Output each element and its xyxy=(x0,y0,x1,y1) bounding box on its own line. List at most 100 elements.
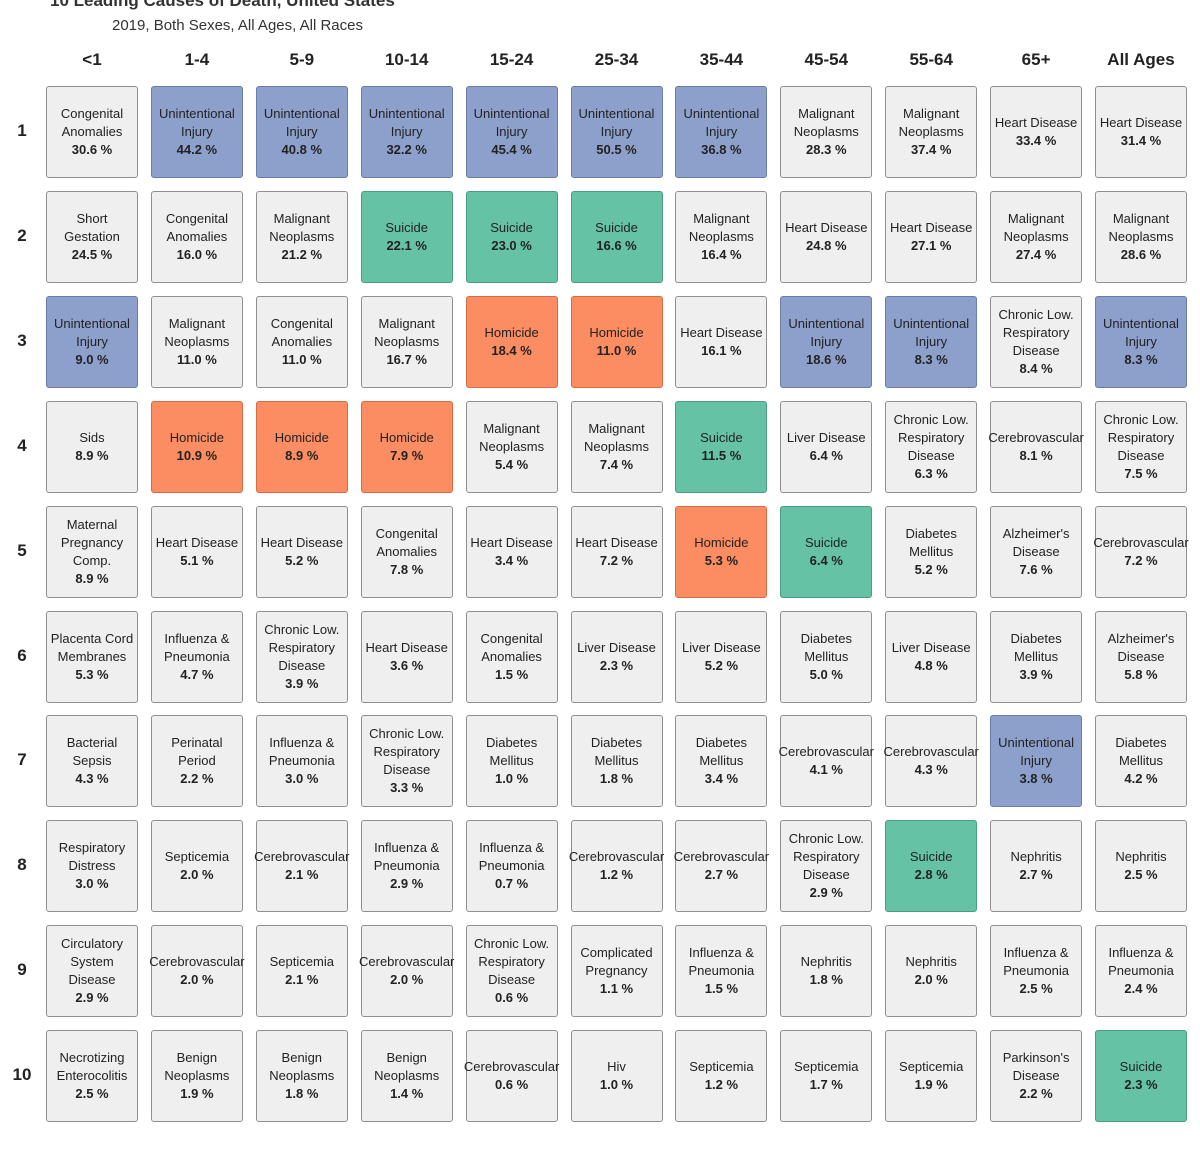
cause-percent: 1.2 % xyxy=(704,1077,739,1093)
cause-cell: Cerebrovascular 4.3 % xyxy=(884,715,979,808)
cause-cell: Alzheimer's Disease 5.8 % xyxy=(1095,610,1187,703)
cause-percent: 5.2 % xyxy=(704,657,739,673)
cause-percent: 1.1 % xyxy=(599,981,634,997)
cause-name: Malignant Neoplasms xyxy=(479,420,545,454)
cause-percent: 8.9 % xyxy=(75,570,109,586)
cause-percent: 2.0 % xyxy=(390,972,424,988)
cause-percent: 24.8 % xyxy=(806,237,847,253)
cause-cell: Heart Disease 24.8 % xyxy=(780,190,873,283)
cause-cell: Cerebrovascular 7.2 % xyxy=(1093,505,1189,598)
cause-cell: Malignant Neoplasms 7.4 % xyxy=(570,400,663,493)
cause-percent: 3.4 % xyxy=(704,771,739,787)
cause-percent: 18.6 % xyxy=(806,351,847,367)
cause-cell: Cerebrovascular 2.0 % xyxy=(149,925,245,1018)
cause-name: Malignant Neoplasms xyxy=(374,315,440,349)
cause-cell: Cerebrovascular 1.2 % xyxy=(568,820,665,913)
cause-cell: Septicemia 1.9 % xyxy=(885,1030,978,1123)
cause-percent: 1.8 % xyxy=(809,972,843,988)
cause-name: Homicide xyxy=(169,429,224,445)
cause-percent: 2.0 % xyxy=(180,972,214,988)
cause-percent: 28.6 % xyxy=(1120,246,1162,262)
cause-name: Congenital Anomalies xyxy=(375,525,438,559)
cause-cell: Septicemia 1.7 % xyxy=(780,1030,873,1123)
cause-cell: Malignant Neoplasms 5.4 % xyxy=(465,400,558,493)
cause-cell: Chronic Low. Respiratory Disease 8.4 % xyxy=(990,295,1083,388)
cause-cell: Diabetes Mellitus 1.0 % xyxy=(465,715,558,808)
cause-name: Heart Disease xyxy=(890,219,973,235)
cause-percent: 4.2 % xyxy=(1124,771,1158,787)
cause-name: Diabetes Mellitus xyxy=(590,735,643,769)
cause-percent: 7.2 % xyxy=(599,552,634,568)
column-header: 15-24 xyxy=(489,50,534,69)
cause-cell: Suicide 6.4 % xyxy=(780,505,873,598)
cause-name: Heart Disease xyxy=(1099,115,1183,130)
cause-percent: 16.4 % xyxy=(701,246,742,262)
cause-percent: 3.9 % xyxy=(285,675,319,691)
cause-cell: Unintentional Injury 44.2 % xyxy=(150,86,243,178)
cause-name: Malignant Neoplasms xyxy=(793,106,859,139)
cause-name: Cerebrovascular xyxy=(568,849,665,865)
cause-cell: Homicide 18.4 % xyxy=(465,295,558,388)
cause-cell: Heart Disease 5.2 % xyxy=(255,505,348,598)
cause-cell: Congenital Anomalies 16.0 % xyxy=(150,190,243,283)
cause-percent: 27.1 % xyxy=(910,237,952,253)
cause-cell: Hiv 1.0 % xyxy=(570,1030,663,1123)
cause-percent: 3.6 % xyxy=(390,657,424,673)
cause-cell: Homicide 5.3 % xyxy=(675,505,768,598)
cause-name: Congenital Anomalies xyxy=(60,106,124,139)
cause-percent: 7.9 % xyxy=(390,447,424,463)
cause-name: Cerebrovascular xyxy=(673,849,770,865)
cause-cell: Homicide 10.9 % xyxy=(150,400,243,493)
cause-cell: Circulatory System Disease 2.9 % xyxy=(46,925,138,1018)
cause-cell: Suicide 23.0 % xyxy=(465,190,558,283)
cause-cell: Alzheimer's Disease 7.6 % xyxy=(990,505,1083,598)
column-header: 35-44 xyxy=(699,50,744,69)
cause-name: Heart Disease xyxy=(785,219,868,235)
cause-name: Homicide xyxy=(379,429,434,445)
cause-cell: Parkinson's Disease 2.2 % xyxy=(990,1030,1083,1123)
cause-percent: 1.9 % xyxy=(914,1077,948,1093)
cause-percent: 16.6 % xyxy=(596,237,637,253)
cause-name: Circulatory System Disease xyxy=(60,936,124,988)
cause-name: Influenza & Pneumonia xyxy=(164,630,230,664)
cause-percent: 16.0 % xyxy=(176,246,218,262)
cause-cell: Septicemia 2.0 % xyxy=(150,820,243,913)
cause-cell: Chronic Low. Respiratory Disease 3.9 % xyxy=(255,610,348,703)
cause-name: Suicide xyxy=(909,849,953,865)
cause-cell: Cerebrovascular 4.1 % xyxy=(778,715,874,808)
cause-percent: 31.4 % xyxy=(1120,133,1162,148)
cause-cell: Perinatal Period 2.2 % xyxy=(150,715,243,808)
cause-name: Homicide xyxy=(274,429,329,445)
cause-cell: Cerebrovascular 8.1 % xyxy=(988,400,1084,493)
cause-cell: Maternal Pregnancy Comp. 8.9 % xyxy=(46,505,138,598)
cause-percent: 8.9 % xyxy=(285,447,319,463)
cause-cell: Chronic Low. Respiratory Disease 7.5 % xyxy=(1095,400,1187,493)
cause-percent: 2.5 % xyxy=(1019,981,1053,997)
cause-name: Liver Disease xyxy=(577,639,656,655)
cause-cell: Unintentional Injury 9.0 % xyxy=(46,295,138,388)
cause-percent: 33.4 % xyxy=(1015,133,1057,148)
cause-percent: 8.1 % xyxy=(1019,447,1053,463)
cause-name: Homicide xyxy=(589,324,644,340)
cause-name: Chronic Low. Respiratory Disease xyxy=(1103,411,1179,463)
cause-name: Cerebrovascular xyxy=(359,954,455,970)
cause-cell: Septicemia 1.2 % xyxy=(675,1030,768,1123)
cause-cell: Diabetes Mellitus 1.8 % xyxy=(570,715,663,808)
cause-name: Cerebrovascular xyxy=(778,744,874,760)
rank-label: 6 xyxy=(17,645,27,665)
cause-percent: 16.7 % xyxy=(386,351,427,367)
cause-percent: 37.4 % xyxy=(910,142,952,157)
rank-label: 7 xyxy=(17,750,27,770)
cause-cell: Homicide 11.0 % xyxy=(570,295,663,388)
cause-name: Parkinson's Disease xyxy=(1002,1050,1070,1084)
column-header: <1 xyxy=(82,50,102,69)
cause-cell: Benign Neoplasms 1.8 % xyxy=(255,1030,348,1123)
cause-percent: 5.2 % xyxy=(914,561,948,577)
cause-percent: 32.2 % xyxy=(386,142,427,157)
cause-percent: 5.3 % xyxy=(704,552,739,568)
column-header: All Ages xyxy=(1107,50,1175,69)
cause-name: Suicide xyxy=(700,429,743,445)
cause-name: Heart Disease xyxy=(260,534,343,550)
cause-name: Liver Disease xyxy=(682,639,761,655)
cause-name: Unintentional Injury xyxy=(263,106,340,139)
